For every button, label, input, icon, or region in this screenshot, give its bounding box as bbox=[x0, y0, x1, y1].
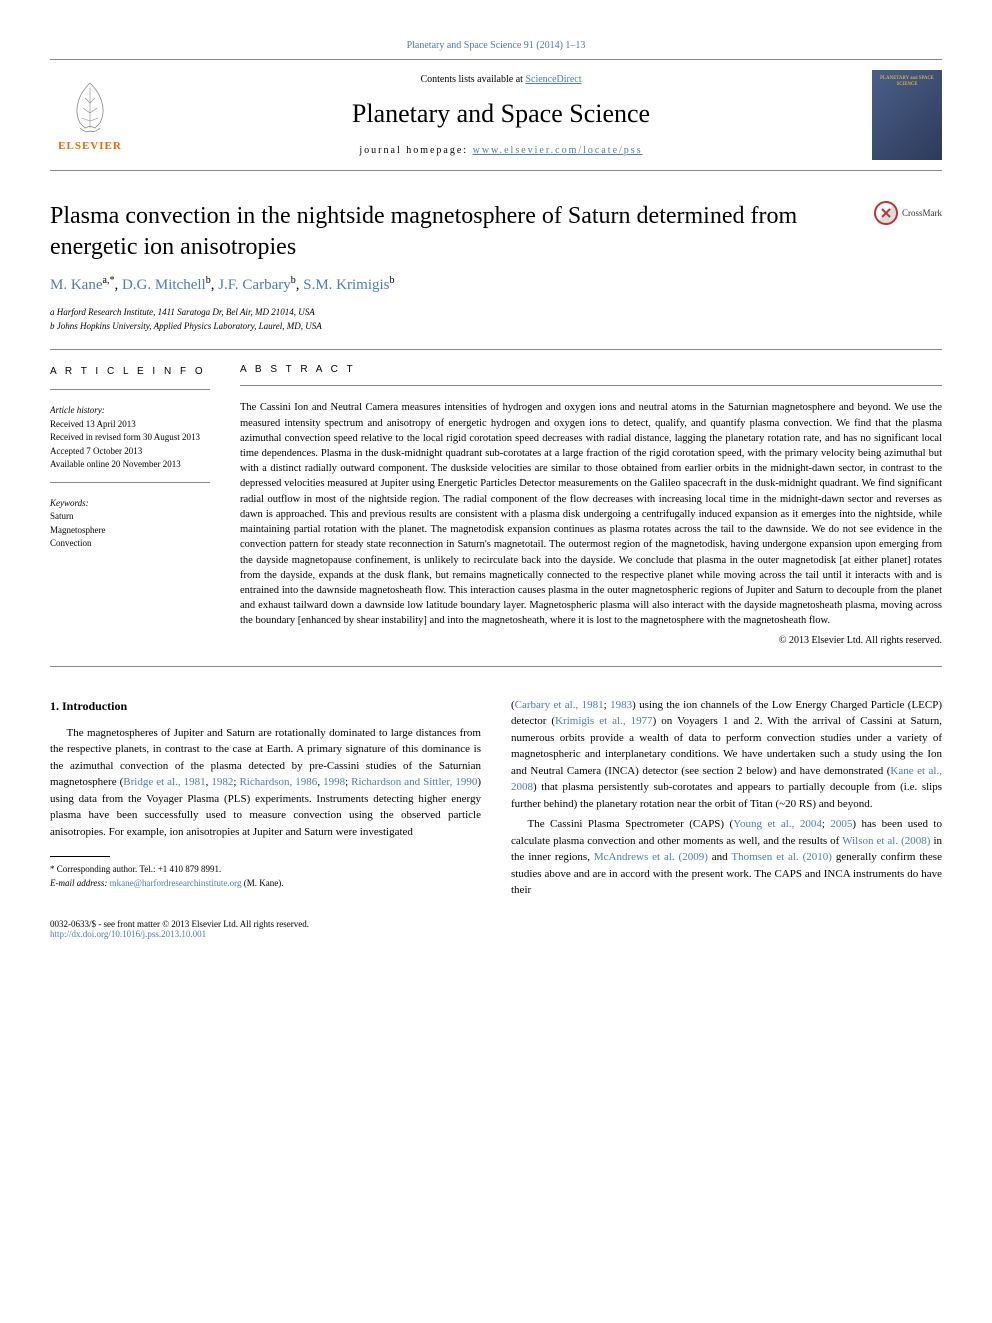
keyword-2: Magnetosphere bbox=[50, 524, 210, 538]
ref-bridge-1982[interactable]: 1982 bbox=[211, 776, 233, 788]
cover-label: PLANETARY and SPACE SCIENCE bbox=[872, 76, 942, 87]
contents-prefix: Contents lists available at bbox=[420, 74, 525, 85]
divider bbox=[50, 666, 942, 667]
article-info-heading: A R T I C L E I N F O bbox=[50, 364, 210, 379]
elsevier-name: ELSEVIER bbox=[58, 140, 122, 152]
divider bbox=[50, 349, 942, 350]
elsevier-logo: ELSEVIER bbox=[50, 70, 130, 160]
ref-richardson-sittler-1990[interactable]: Richardson and Sittler, 1990 bbox=[351, 776, 477, 788]
journal-cover-thumbnail: PLANETARY and SPACE SCIENCE bbox=[872, 70, 942, 160]
author-3[interactable]: J.F. Carbary bbox=[218, 277, 291, 293]
affiliations: a Harford Research Institute, 1411 Sarat… bbox=[50, 306, 942, 333]
abstract-column: A B S T R A C T The Cassini Ion and Neut… bbox=[240, 364, 942, 645]
authors-line: M. Kanea,*, D.G. Mitchellb, J.F. Carbary… bbox=[50, 275, 942, 294]
keyword-1: Saturn bbox=[50, 510, 210, 524]
journal-name: Planetary and Space Science bbox=[130, 99, 872, 129]
journal-reference: Planetary and Space Science 91 (2014) 1–… bbox=[50, 40, 942, 51]
affiliation-b: b Johns Hopkins University, Applied Phys… bbox=[50, 320, 942, 334]
page-footer: 0032-0633/$ - see front matter © 2013 El… bbox=[50, 919, 942, 939]
paper-title: Plasma convection in the nightside magne… bbox=[50, 201, 874, 263]
author-4-sup: b bbox=[390, 275, 395, 286]
author-3-sup: b bbox=[291, 275, 296, 286]
corresponding-author: * Corresponding author. Tel.: +1 410 879… bbox=[50, 863, 481, 877]
history-label: Article history: bbox=[50, 404, 210, 418]
abstract-heading: A B S T R A C T bbox=[240, 364, 942, 375]
ref-richardson-1998[interactable]: 1998 bbox=[323, 776, 345, 788]
email-link[interactable]: mkane@harfordresearchinstitute.org bbox=[110, 878, 242, 888]
author-1[interactable]: M. Kane bbox=[50, 277, 103, 293]
body-column-right: (Carbary et al., 1981; 1983) using the i… bbox=[511, 697, 942, 899]
ref-mcandrews-2009[interactable]: McAndrews et al. (2009) bbox=[594, 851, 708, 863]
doi-link[interactable]: http://dx.doi.org/10.1016/j.pss.2013.10.… bbox=[50, 929, 206, 939]
ref-young-2004[interactable]: Young et al., 2004 bbox=[733, 818, 822, 830]
ref-richardson-1986[interactable]: Richardson, 1986 bbox=[239, 776, 317, 788]
homepage-prefix: journal homepage: bbox=[359, 145, 472, 156]
history-received: Received 13 April 2013 bbox=[50, 418, 210, 432]
sciencedirect-link[interactable]: ScienceDirect bbox=[525, 74, 581, 85]
abstract-copyright: © 2013 Elsevier Ltd. All rights reserved… bbox=[240, 635, 942, 646]
homepage-link[interactable]: www.elsevier.com/locate/pss bbox=[473, 145, 643, 156]
body-column-left: 1. Introduction The magnetospheres of Ju… bbox=[50, 697, 481, 899]
body-two-column: 1. Introduction The magnetospheres of Ju… bbox=[50, 697, 942, 899]
abstract-text: The Cassini Ion and Neutral Camera measu… bbox=[240, 400, 942, 628]
history-accepted: Accepted 7 October 2013 bbox=[50, 445, 210, 459]
intro-text-8: and bbox=[708, 851, 731, 863]
crossmark-badge[interactable]: CrossMark bbox=[874, 201, 942, 225]
author-1-sup: a,* bbox=[103, 275, 115, 286]
intro-text-5: ) that plasma persistently sub-corotates… bbox=[511, 781, 942, 810]
crossmark-label: CrossMark bbox=[902, 208, 942, 218]
footnote-separator bbox=[50, 856, 110, 857]
keyword-3: Convection bbox=[50, 537, 210, 551]
divider bbox=[240, 385, 942, 386]
homepage-line: journal homepage: www.elsevier.com/locat… bbox=[130, 145, 872, 156]
elsevier-tree-icon bbox=[60, 78, 120, 138]
article-info-sidebar: A R T I C L E I N F O Article history: R… bbox=[50, 364, 210, 645]
author-2[interactable]: D.G. Mitchell bbox=[122, 277, 206, 293]
ref-krimigis-1977[interactable]: Krimigis et al., 1977 bbox=[555, 715, 653, 727]
footnotes: * Corresponding author. Tel.: +1 410 879… bbox=[50, 863, 481, 890]
issn-line: 0032-0633/$ - see front matter © 2013 El… bbox=[50, 919, 481, 929]
author-4[interactable]: S.M. Krimigis bbox=[303, 277, 389, 293]
section-1-heading: 1. Introduction bbox=[50, 697, 481, 715]
email-label: E-mail address: bbox=[50, 878, 110, 888]
crossmark-icon bbox=[874, 201, 898, 225]
affiliation-a: a Harford Research Institute, 1411 Sarat… bbox=[50, 306, 942, 320]
divider bbox=[50, 482, 210, 483]
history-online: Available online 20 November 2013 bbox=[50, 458, 210, 472]
history-revised: Received in revised form 30 August 2013 bbox=[50, 431, 210, 445]
ref-thomsen-2010[interactable]: Thomsen et al. (2010) bbox=[731, 851, 832, 863]
email-suffix: (M. Kane). bbox=[242, 878, 284, 888]
contents-line: Contents lists available at ScienceDirec… bbox=[130, 74, 872, 85]
keywords-label: Keywords: bbox=[50, 497, 210, 511]
author-2-sup: b bbox=[206, 275, 211, 286]
ref-wilson-2008[interactable]: Wilson et al. (2008) bbox=[842, 835, 930, 847]
ref-young-2005[interactable]: 2005 bbox=[830, 818, 852, 830]
journal-header: ELSEVIER Contents lists available at Sci… bbox=[50, 59, 942, 171]
ref-carbary-1983[interactable]: 1983 bbox=[610, 699, 632, 711]
ref-carbary-1981[interactable]: Carbary et al., 1981 bbox=[515, 699, 604, 711]
ref-bridge-1981[interactable]: Bridge et al., 1981 bbox=[123, 776, 205, 788]
divider bbox=[50, 389, 210, 390]
